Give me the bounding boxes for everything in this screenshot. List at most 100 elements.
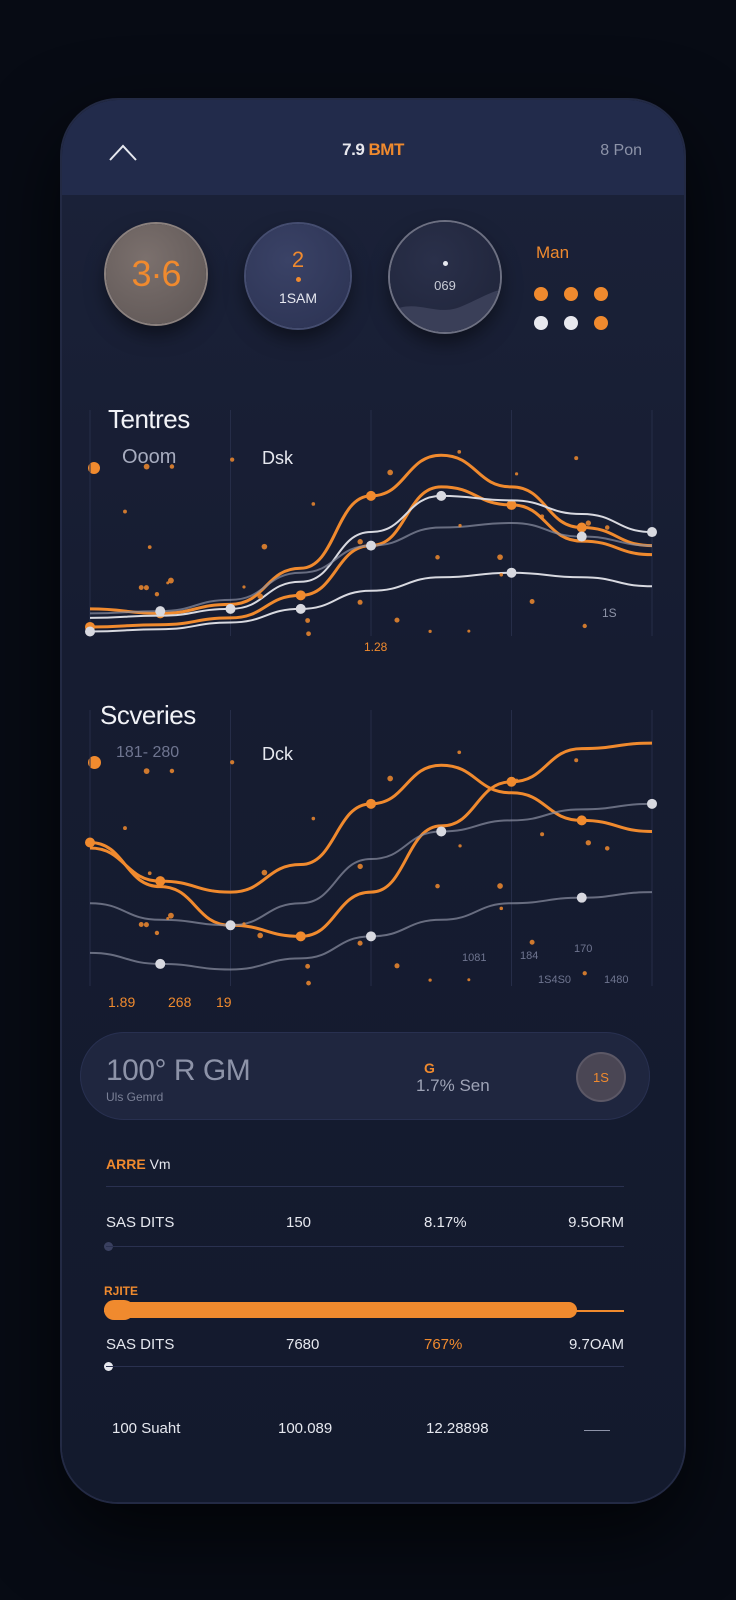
data-point[interactable] (85, 837, 95, 848)
particle-dot (514, 778, 519, 782)
particle-dot (305, 963, 311, 969)
particle-dot (574, 758, 579, 763)
stat-circle-gauge[interactable]: 069 (390, 222, 500, 332)
data-point[interactable] (366, 931, 376, 942)
particle-dot (357, 863, 363, 870)
particle-dot (582, 623, 587, 629)
summary-card[interactable]: 100° R GM Uls Gemrd G 1.7% Sen 1S (80, 1032, 650, 1120)
particle-dot (514, 472, 519, 476)
series-line (89, 571, 653, 633)
chart2-title: Scveries (100, 700, 196, 730)
particle-dot (311, 816, 316, 821)
particle-dot (261, 543, 268, 550)
particle-dot (499, 573, 504, 577)
data-point[interactable] (155, 606, 166, 617)
progress-handle[interactable] (104, 1300, 134, 1320)
chart2-plot[interactable] (62, 700, 684, 1020)
footer-value: 100.089 (278, 1420, 333, 1437)
divider (106, 1186, 624, 1187)
chart2-right-label: Dck (262, 744, 293, 764)
data-point[interactable] (436, 490, 447, 501)
particle-dot (585, 520, 591, 526)
list-header: ARRE Vm (106, 1156, 171, 1172)
chart1-value-label: 1.28 (364, 640, 388, 654)
particle-dot (467, 629, 471, 633)
row-label: SAS DITS (106, 1336, 175, 1353)
particle-dot (166, 581, 170, 585)
particle-dot (311, 502, 316, 506)
row-time: 9.5ORM (568, 1214, 624, 1231)
chart2-left-label: 181- 280 (116, 744, 180, 761)
stat-dot (295, 276, 301, 282)
particle-dot (143, 463, 150, 470)
chart1-plot[interactable] (62, 400, 684, 680)
particle-dot (574, 456, 579, 461)
indicator-dot (534, 316, 548, 330)
chart1-marker (88, 462, 100, 474)
particle-dot (428, 629, 432, 633)
progress-fill (104, 1302, 577, 1318)
particle-dot (138, 585, 144, 590)
data-point[interactable] (295, 603, 306, 614)
divider (106, 1366, 624, 1367)
row-percent: 767% (424, 1336, 463, 1353)
data-point[interactable] (295, 590, 306, 601)
data-point[interactable] (506, 776, 517, 787)
data-point[interactable] (295, 931, 306, 942)
particle-dot (585, 840, 591, 846)
particle-dot (540, 832, 545, 837)
chart1-title: Tentres (108, 404, 190, 434)
footer-label: 100 Suaht (112, 1420, 181, 1437)
particle-dot (387, 775, 394, 782)
particle-dot (604, 846, 610, 851)
data-point[interactable] (647, 798, 657, 809)
row-label: SAS DITS (106, 1214, 175, 1231)
title-unit: BMT (368, 140, 405, 159)
particle-dot (169, 768, 175, 774)
header-right-text[interactable]: 8 Pon (600, 142, 642, 159)
data-point[interactable] (366, 798, 376, 809)
data-point[interactable] (647, 527, 657, 538)
row-percent: 8.17% (424, 1214, 467, 1231)
row-time: 9.7OAM (568, 1336, 624, 1353)
summary-badge-button[interactable]: 1S (578, 1054, 624, 1100)
data-point[interactable] (576, 892, 587, 903)
list-header-text: Vm (149, 1156, 171, 1172)
particle-dot (169, 464, 175, 469)
particle-dot (306, 980, 311, 986)
summary-value: 100° R GM (106, 1054, 251, 1087)
data-point[interactable] (576, 815, 587, 826)
particle-dot (529, 939, 535, 945)
data-point[interactable] (576, 531, 587, 542)
particle-dot (154, 592, 160, 597)
particle-dot (357, 940, 363, 946)
data-point[interactable] (366, 490, 376, 501)
stat-sub-label: 1SAM (278, 289, 318, 306)
data-point[interactable] (506, 567, 517, 578)
data-point[interactable] (225, 920, 236, 931)
chart2-right-value: 170 (574, 943, 593, 955)
particle-dot (457, 750, 462, 755)
stat-circle-secondary[interactable]: 2 1SAM (246, 224, 350, 328)
particle-dot (387, 469, 394, 476)
chart1-right-label: Dsk (262, 448, 293, 468)
particle-dot (458, 523, 462, 528)
particle-dot (529, 599, 535, 604)
data-point[interactable] (506, 499, 517, 510)
divider (106, 1246, 624, 1247)
data-point[interactable] (225, 603, 236, 614)
data-point[interactable] (155, 876, 166, 887)
data-point[interactable] (436, 826, 447, 837)
stat-circle-primary[interactable]: 3·6 (106, 224, 206, 324)
particle-dot (242, 922, 246, 926)
data-point[interactable] (366, 540, 376, 551)
particle-dot (257, 593, 263, 600)
particle-dot (357, 599, 363, 605)
data-point[interactable] (85, 626, 95, 637)
data-point[interactable] (155, 958, 166, 969)
chart1-left-label: Ooom (122, 446, 177, 468)
stat-dot (442, 261, 448, 266)
chart2-value-label: 268 (168, 994, 192, 1010)
chevron-up-icon[interactable] (108, 140, 138, 162)
data-point[interactable] (576, 522, 587, 533)
